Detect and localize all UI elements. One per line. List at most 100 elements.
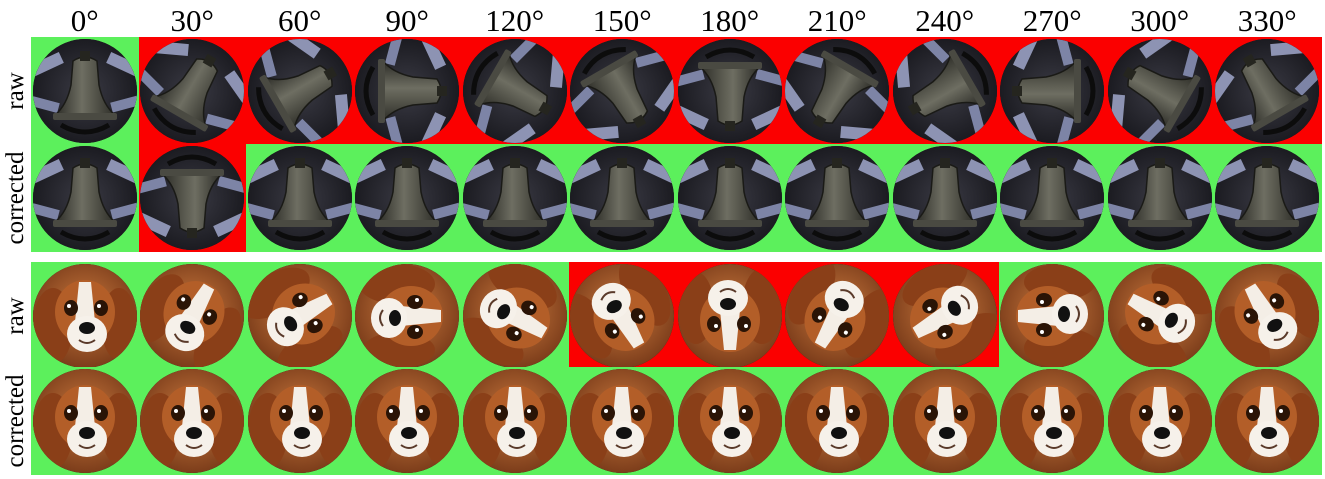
result-cell-correct — [676, 367, 785, 475]
result-cell-incorrect — [783, 37, 893, 145]
dog-face-icon — [32, 368, 137, 473]
result-cell-correct — [998, 367, 1108, 475]
dog-face-icon — [462, 368, 567, 473]
bell-icon — [140, 38, 245, 143]
bell-icon — [570, 38, 675, 143]
angle-label: 210° — [807, 3, 867, 38]
row-label-corrected: corrected — [2, 374, 29, 467]
bell-icon — [892, 38, 997, 143]
bell-icon — [1215, 38, 1320, 143]
bell-icon — [140, 145, 245, 250]
bell-icon — [1000, 145, 1105, 250]
result-cell-correct — [461, 144, 570, 252]
result-cell-correct — [461, 367, 570, 475]
bell-icon — [462, 38, 567, 143]
bell-icon — [355, 145, 460, 250]
dog-face-icon — [785, 368, 890, 473]
dog-face-icon — [570, 263, 675, 368]
dog-face-icon — [1215, 263, 1320, 368]
row-label-corrected: corrected — [2, 151, 29, 244]
result-cell-correct — [998, 262, 1108, 370]
dog-face-icon — [1215, 368, 1320, 473]
bell-icon — [355, 38, 460, 143]
result-cell-incorrect — [568, 37, 678, 145]
bell-icon — [1107, 145, 1212, 250]
row-label-raw: raw — [2, 296, 29, 335]
result-cell-correct — [568, 367, 678, 475]
result-cell-incorrect — [353, 37, 463, 145]
result-cell-correct — [31, 262, 140, 370]
bell-icon — [785, 145, 890, 250]
result-cell-correct — [1106, 144, 1215, 252]
bell-icon — [247, 38, 352, 143]
dog-face-icon — [140, 368, 245, 473]
result-cell-incorrect — [1106, 37, 1215, 145]
result-cell-incorrect — [891, 37, 1000, 145]
dog-face-icon — [1000, 368, 1105, 473]
bell-icon — [32, 145, 137, 250]
dog-face-icon — [247, 368, 352, 473]
result-cell-correct — [31, 367, 140, 475]
bell-icon — [677, 38, 782, 143]
result-cell-correct — [676, 144, 785, 252]
angle-label: 30° — [170, 3, 214, 38]
result-cell-correct — [138, 367, 248, 475]
angle-label: 300° — [1130, 3, 1190, 38]
angle-label: 180° — [700, 3, 760, 38]
result-cell-correct — [1213, 367, 1322, 475]
result-cell-correct — [1106, 367, 1215, 475]
result-cell-correct — [1213, 144, 1322, 252]
result-cell-incorrect — [676, 262, 785, 370]
dog-face-icon — [1107, 263, 1212, 368]
dog-face-icon — [785, 263, 890, 368]
result-cell-correct — [998, 144, 1108, 252]
dog-face-icon — [677, 368, 782, 473]
result-cell-incorrect — [246, 37, 355, 145]
dog-face-icon — [247, 263, 352, 368]
dog-face-icon — [677, 263, 782, 368]
dog-face-icon — [140, 263, 245, 368]
result-cell-incorrect — [783, 262, 893, 370]
angle-label: 240° — [915, 3, 975, 38]
dog-face-icon — [32, 263, 137, 368]
angle-header: 0° 30° 60° 90° 120° 150° 180° 210° 240° 270° 300° 3… — [0, 0, 1325, 40]
angle-label: 60° — [278, 3, 322, 38]
bell-icon — [1107, 38, 1212, 143]
result-cell-correct — [246, 262, 355, 370]
dog-face-icon — [892, 263, 997, 368]
angle-label: 120° — [485, 3, 545, 38]
bell-icon — [677, 145, 782, 250]
dog-face-icon — [1107, 368, 1212, 473]
dog-face-icon — [462, 263, 567, 368]
result-cell-correct — [783, 144, 893, 252]
result-cell-incorrect — [998, 37, 1108, 145]
dog-face-icon — [892, 368, 997, 473]
bell-icon — [570, 145, 675, 250]
result-cell-correct — [246, 144, 355, 252]
result-cell-incorrect — [138, 37, 248, 145]
bell-icon — [892, 145, 997, 250]
angle-label: 0° — [70, 3, 99, 38]
angle-label: 150° — [592, 3, 652, 38]
result-cell-incorrect — [1213, 37, 1322, 145]
result-cell-correct — [138, 262, 248, 370]
result-cell-correct — [353, 262, 463, 370]
result-cell-incorrect — [891, 262, 1000, 370]
result-cell-correct — [1213, 262, 1322, 370]
result-cell-incorrect — [138, 144, 248, 252]
bell-icon — [462, 145, 567, 250]
result-cell-correct — [891, 367, 1000, 475]
angle-label: 90° — [385, 3, 429, 38]
row-label-raw: raw — [2, 71, 29, 110]
bell-icon — [785, 38, 890, 143]
result-cell-correct — [568, 144, 678, 252]
result-cell-incorrect — [461, 37, 570, 145]
result-cell-correct — [353, 144, 463, 252]
result-cell-correct — [891, 144, 1000, 252]
result-cell-correct — [246, 367, 355, 475]
result-cell-correct — [353, 367, 463, 475]
angle-label: 270° — [1022, 3, 1082, 38]
result-cell-correct — [31, 37, 140, 145]
result-cell-correct — [783, 367, 893, 475]
dog-face-icon — [355, 263, 460, 368]
